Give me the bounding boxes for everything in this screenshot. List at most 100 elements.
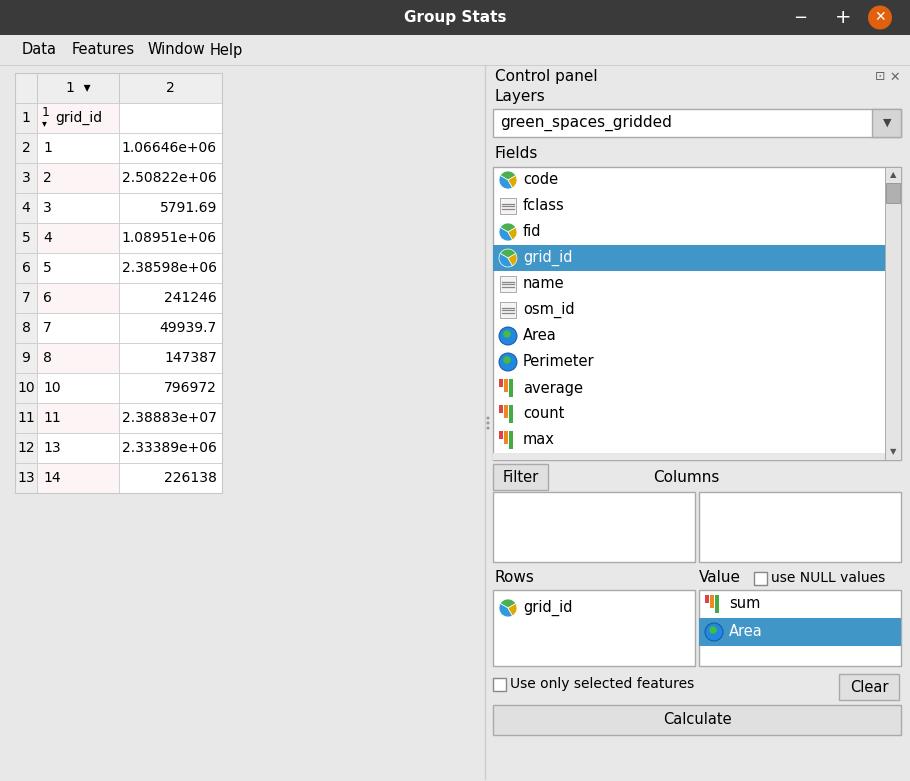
Text: ✕: ✕ [890,70,900,84]
Circle shape [709,626,717,633]
Bar [699,492,901,562]
Bar [500,276,516,292]
Bar [710,595,714,608]
Text: ▾: ▾ [42,118,47,128]
Bar [15,313,37,343]
Circle shape [499,353,517,371]
Text: grid_id: grid_id [523,250,572,266]
Bar [499,405,503,413]
Bar [504,431,508,444]
Text: 11: 11 [43,411,61,425]
Circle shape [503,330,511,337]
Text: 2.33389e+06: 2.33389e+06 [122,441,217,455]
Text: count: count [523,406,564,422]
Bar [119,133,222,163]
Text: Columns: Columns [653,469,720,484]
Text: fid: fid [523,224,541,240]
Circle shape [499,327,517,345]
Bar [699,590,901,666]
Bar [119,163,222,193]
Text: 226138: 226138 [164,471,217,485]
Text: ▲: ▲ [890,170,896,180]
Bar [119,403,222,433]
Text: Area: Area [729,625,763,640]
Bar [37,403,119,433]
Text: 3: 3 [22,171,30,185]
Text: 6: 6 [22,261,30,275]
Circle shape [868,5,892,30]
Bar [37,373,119,403]
Text: 7: 7 [22,291,30,305]
Text: 2: 2 [43,171,52,185]
Circle shape [487,416,490,419]
Bar [493,109,901,137]
Bar [119,373,222,403]
Bar [37,163,119,193]
Text: Value: Value [699,570,741,586]
Text: ─: ─ [795,9,805,27]
Text: 1: 1 [22,111,30,125]
Bar [15,103,37,133]
Text: ▼: ▼ [890,448,896,457]
Text: grid_id: grid_id [55,111,102,125]
Bar [119,103,222,133]
Circle shape [503,356,511,364]
Bar [754,572,767,585]
Bar [119,223,222,253]
Bar [37,313,119,343]
Text: Group Stats: Group Stats [404,10,506,25]
Bar [37,103,119,133]
Text: 12: 12 [17,441,35,455]
Text: 7: 7 [43,321,52,335]
Wedge shape [501,249,516,258]
Bar [493,245,885,271]
Bar [705,595,709,603]
Bar [886,183,900,203]
Text: max: max [523,433,555,448]
Text: 6: 6 [43,291,52,305]
Bar [493,705,901,735]
Text: 147387: 147387 [164,351,217,365]
Bar [37,343,119,373]
Text: 14: 14 [43,471,61,485]
Bar [119,343,222,373]
Text: 8: 8 [22,321,30,335]
Bar [15,343,37,373]
Bar [37,283,119,313]
Bar [119,73,222,103]
Text: 1  ▾: 1 ▾ [66,81,90,95]
Text: 2.50822e+06: 2.50822e+06 [122,171,217,185]
Bar [37,223,119,253]
Bar [37,73,119,103]
Text: 10: 10 [17,381,35,395]
Bar [37,133,119,163]
Text: 1: 1 [43,141,52,155]
Bar [885,167,901,460]
Bar [119,433,222,463]
Text: 796972: 796972 [164,381,217,395]
Wedge shape [499,227,512,241]
Text: 8: 8 [43,351,52,365]
Text: average: average [523,380,583,395]
Text: Window: Window [148,42,206,58]
Text: Control panel: Control panel [495,70,598,84]
Text: 1.08951e+06: 1.08951e+06 [122,231,217,245]
Wedge shape [508,604,517,615]
Wedge shape [499,254,512,267]
Text: 5: 5 [22,231,30,245]
Bar [15,73,37,103]
Text: 5791.69: 5791.69 [159,201,217,215]
Bar [15,163,37,193]
Bar [15,433,37,463]
Text: Perimeter: Perimeter [523,355,594,369]
Text: ⊡: ⊡ [875,70,885,84]
Text: Features: Features [72,42,135,58]
Circle shape [487,422,490,425]
Bar [119,463,222,493]
Text: Calculate: Calculate [662,712,732,727]
Bar [119,253,222,283]
Bar [839,674,899,700]
Text: Clear: Clear [850,679,888,694]
Bar [493,492,695,562]
Text: 5: 5 [43,261,52,275]
